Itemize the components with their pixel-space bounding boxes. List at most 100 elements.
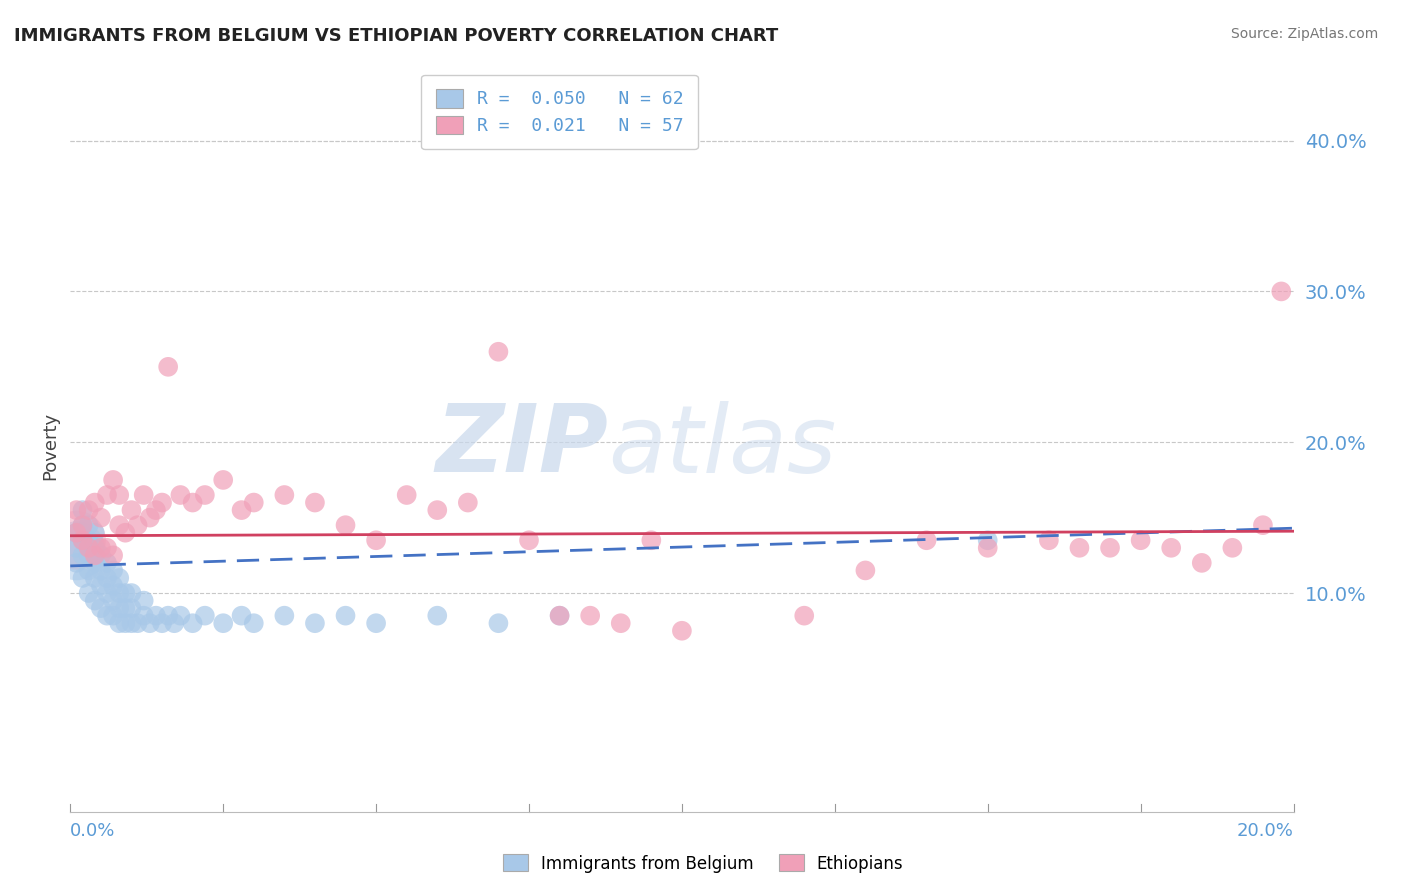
- Point: [83, 549, 105, 563]
- Point: [96, 488, 118, 502]
- Point: [72, 571, 94, 585]
- Point: [640, 533, 662, 548]
- Point: [169, 608, 191, 623]
- Point: [72, 549, 94, 563]
- Point: [65, 525, 87, 540]
- Point: [145, 608, 167, 623]
- Point: [114, 586, 136, 600]
- Point: [976, 541, 998, 555]
- Point: [96, 586, 118, 600]
- Point: [145, 503, 167, 517]
- Legend: R =  0.050   N = 62, R =  0.021   N = 57: R = 0.050 N = 62, R = 0.021 N = 57: [420, 75, 699, 150]
- Text: ZIP: ZIP: [436, 400, 609, 492]
- Point: [72, 533, 94, 548]
- Point: [127, 518, 149, 533]
- Legend: Immigrants from Belgium, Ethiopians: Immigrants from Belgium, Ethiopians: [496, 847, 910, 880]
- Point: [101, 578, 124, 592]
- Point: [77, 549, 100, 563]
- Point: [488, 344, 510, 359]
- Point: [163, 616, 186, 631]
- Point: [77, 518, 100, 533]
- Point: [101, 473, 124, 487]
- Point: [231, 503, 253, 517]
- Point: [90, 549, 112, 563]
- Point: [101, 563, 124, 577]
- Point: [610, 616, 633, 631]
- Point: [96, 571, 118, 585]
- Point: [181, 495, 204, 509]
- Point: [101, 549, 124, 563]
- Point: [90, 601, 112, 615]
- Point: [548, 608, 571, 623]
- Point: [181, 616, 204, 631]
- Point: [243, 616, 266, 631]
- Point: [132, 593, 155, 607]
- Point: [72, 518, 94, 533]
- Point: [114, 525, 136, 540]
- Point: [915, 533, 938, 548]
- Point: [77, 503, 100, 517]
- Point: [150, 616, 173, 631]
- Point: [96, 556, 118, 570]
- Point: [671, 624, 693, 638]
- Point: [83, 593, 105, 607]
- Point: [90, 510, 112, 524]
- Point: [121, 601, 143, 615]
- Point: [366, 616, 388, 631]
- Point: [855, 563, 877, 577]
- Point: [1191, 556, 1213, 570]
- Point: [83, 525, 105, 540]
- Point: [65, 556, 87, 570]
- Text: atlas: atlas: [609, 401, 837, 491]
- Text: Source: ZipAtlas.com: Source: ZipAtlas.com: [1230, 27, 1378, 41]
- Point: [83, 495, 105, 509]
- Point: [72, 503, 94, 517]
- Point: [1160, 541, 1182, 555]
- Point: [488, 616, 510, 631]
- Point: [96, 541, 118, 555]
- Text: 0.0%: 0.0%: [70, 822, 115, 840]
- Point: [1251, 518, 1274, 533]
- Point: [517, 533, 540, 548]
- Point: [121, 503, 143, 517]
- Point: [157, 359, 180, 374]
- Point: [65, 541, 87, 555]
- Point: [121, 586, 143, 600]
- Point: [150, 495, 173, 509]
- Point: [976, 533, 998, 548]
- Point: [548, 608, 571, 623]
- Point: [395, 488, 418, 502]
- Point: [77, 563, 100, 577]
- Point: [114, 616, 136, 631]
- Point: [194, 488, 217, 502]
- Point: [90, 563, 112, 577]
- Point: [243, 495, 266, 509]
- Point: [194, 608, 217, 623]
- Point: [304, 616, 326, 631]
- Point: [108, 488, 131, 502]
- Point: [1099, 541, 1122, 555]
- Point: [72, 518, 94, 533]
- Point: [1220, 541, 1243, 555]
- Point: [96, 608, 118, 623]
- Point: [426, 608, 449, 623]
- Point: [65, 544, 87, 558]
- Point: [132, 608, 155, 623]
- Point: [127, 616, 149, 631]
- Point: [1270, 285, 1292, 299]
- Text: IMMIGRANTS FROM BELGIUM VS ETHIOPIAN POVERTY CORRELATION CHART: IMMIGRANTS FROM BELGIUM VS ETHIOPIAN POV…: [14, 27, 779, 45]
- Point: [65, 525, 87, 540]
- Point: [77, 541, 100, 555]
- Point: [169, 488, 191, 502]
- Point: [139, 510, 162, 524]
- Point: [366, 533, 388, 548]
- Point: [139, 616, 162, 631]
- Point: [77, 533, 100, 548]
- Point: [212, 473, 235, 487]
- Point: [101, 608, 124, 623]
- Point: [77, 586, 100, 600]
- Point: [108, 616, 131, 631]
- Point: [273, 488, 295, 502]
- Point: [101, 593, 124, 607]
- Point: [426, 503, 449, 517]
